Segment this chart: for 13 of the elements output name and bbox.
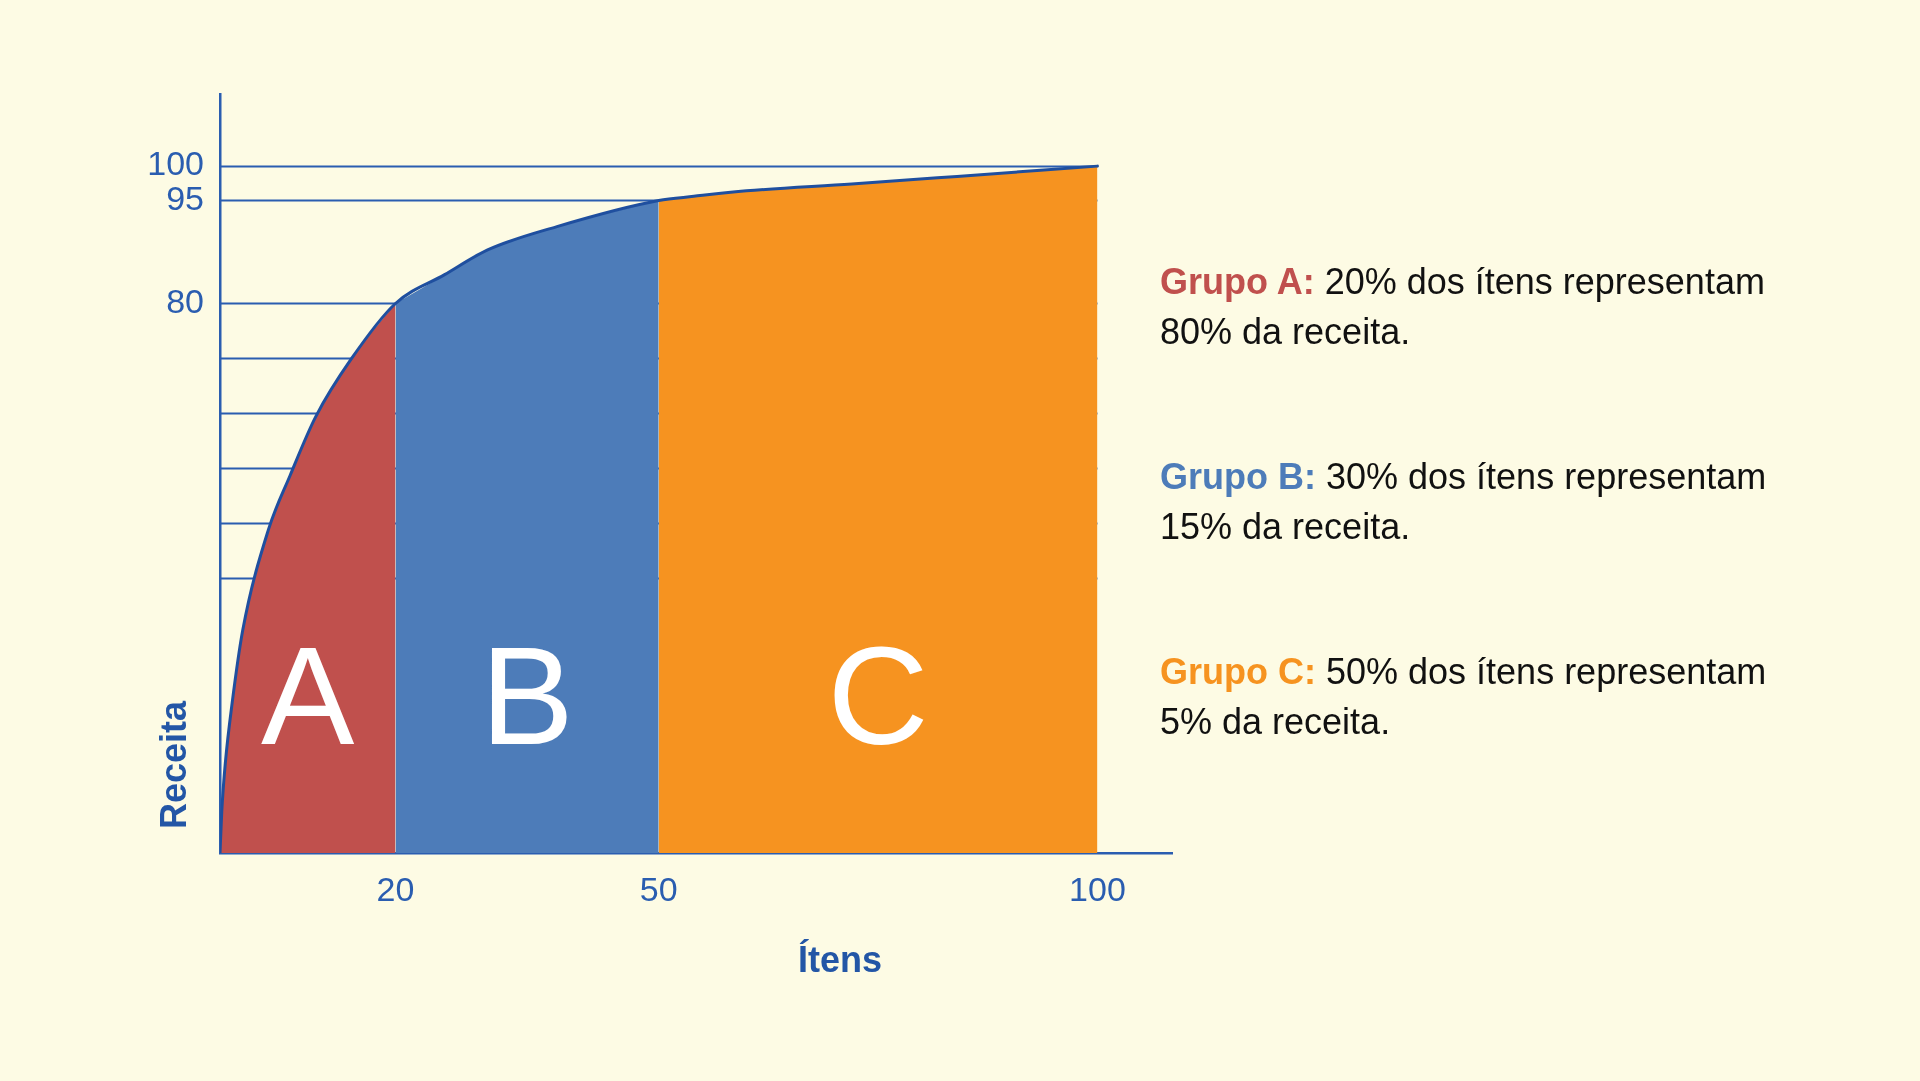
series-label: B bbox=[480, 617, 574, 775]
annotation: Grupo B: 30% dos ítens representam 15% da receita. bbox=[1160, 455, 1768, 549]
x-tick-label: 20 bbox=[376, 869, 415, 908]
x-tick-label: 50 bbox=[639, 869, 678, 908]
annotation: Grupo A: 20% dos ítens representam 80% da receita. bbox=[1160, 260, 1766, 354]
x-axis-title: Ítens bbox=[797, 939, 883, 980]
line-series bbox=[220, 164, 1099, 853]
series-label: A bbox=[261, 617, 356, 775]
x-tick-label: 100 bbox=[1069, 869, 1126, 908]
series-label: C bbox=[827, 617, 929, 775]
annotation: Grupo C: 50% dos ítens representam 5% da receita. bbox=[1160, 650, 1768, 744]
y-tick-label: 80 bbox=[166, 281, 204, 320]
y-axis-title: Receita bbox=[153, 700, 194, 830]
